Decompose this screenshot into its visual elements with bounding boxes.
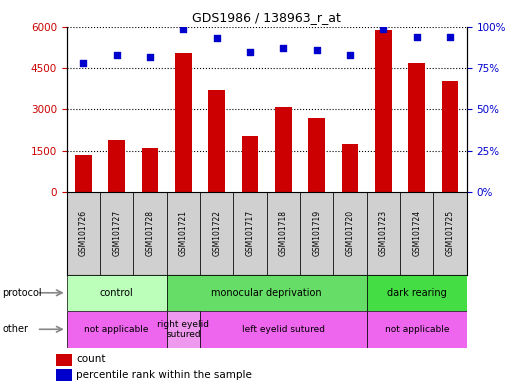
- Point: [212, 35, 221, 41]
- Bar: [267, 192, 300, 275]
- Bar: [333, 192, 367, 275]
- Bar: [367, 192, 400, 275]
- Text: GSM101727: GSM101727: [112, 210, 121, 257]
- Bar: [56, 369, 72, 381]
- Point: [346, 52, 354, 58]
- Point: [179, 25, 187, 31]
- Bar: [208, 90, 225, 192]
- Point: [112, 52, 121, 58]
- Bar: [367, 311, 467, 348]
- Text: GSM101718: GSM101718: [279, 210, 288, 256]
- Point: [146, 53, 154, 60]
- Bar: [108, 140, 125, 192]
- Bar: [167, 192, 200, 275]
- Bar: [142, 148, 159, 192]
- Point: [279, 45, 287, 51]
- Bar: [367, 275, 467, 311]
- Point: [79, 60, 87, 66]
- Text: GSM101728: GSM101728: [146, 210, 154, 256]
- Bar: [167, 275, 367, 311]
- Bar: [433, 192, 467, 275]
- Point: [246, 49, 254, 55]
- Text: not applicable: not applicable: [385, 325, 449, 334]
- Bar: [308, 118, 325, 192]
- Text: GSM101723: GSM101723: [379, 210, 388, 257]
- Bar: [67, 311, 167, 348]
- Text: GSM101719: GSM101719: [312, 210, 321, 257]
- Bar: [167, 311, 200, 348]
- Bar: [133, 192, 167, 275]
- Point: [412, 34, 421, 40]
- Bar: [67, 192, 100, 275]
- Text: control: control: [100, 288, 133, 298]
- Bar: [67, 275, 167, 311]
- Text: protocol: protocol: [3, 288, 42, 298]
- Text: GSM101721: GSM101721: [179, 210, 188, 256]
- Text: GSM101724: GSM101724: [412, 210, 421, 257]
- Text: GSM101722: GSM101722: [212, 210, 221, 256]
- Bar: [275, 107, 292, 192]
- Point: [312, 47, 321, 53]
- Bar: [342, 144, 359, 192]
- Bar: [300, 192, 333, 275]
- Text: GSM101725: GSM101725: [446, 210, 455, 257]
- Point: [446, 34, 454, 40]
- Text: right eyelid
sutured: right eyelid sutured: [157, 319, 209, 339]
- Text: GSM101717: GSM101717: [246, 210, 254, 257]
- Bar: [408, 63, 425, 192]
- Title: GDS1986 / 138963_r_at: GDS1986 / 138963_r_at: [192, 11, 341, 24]
- Text: dark rearing: dark rearing: [387, 288, 447, 298]
- Bar: [242, 136, 259, 192]
- Bar: [175, 53, 192, 192]
- Bar: [233, 192, 267, 275]
- Bar: [400, 192, 433, 275]
- Bar: [442, 81, 459, 192]
- Text: other: other: [3, 324, 29, 334]
- Text: left eyelid sutured: left eyelid sutured: [242, 325, 325, 334]
- Text: GSM101726: GSM101726: [79, 210, 88, 257]
- Text: not applicable: not applicable: [85, 325, 149, 334]
- Text: percentile rank within the sample: percentile rank within the sample: [76, 370, 252, 381]
- Text: GSM101720: GSM101720: [346, 210, 354, 257]
- Bar: [75, 155, 92, 192]
- Bar: [200, 192, 233, 275]
- Bar: [56, 354, 72, 366]
- Bar: [100, 192, 133, 275]
- Bar: [200, 311, 367, 348]
- Point: [379, 25, 388, 31]
- Text: monocular deprivation: monocular deprivation: [211, 288, 322, 298]
- Bar: [375, 30, 392, 192]
- Text: count: count: [76, 354, 106, 364]
